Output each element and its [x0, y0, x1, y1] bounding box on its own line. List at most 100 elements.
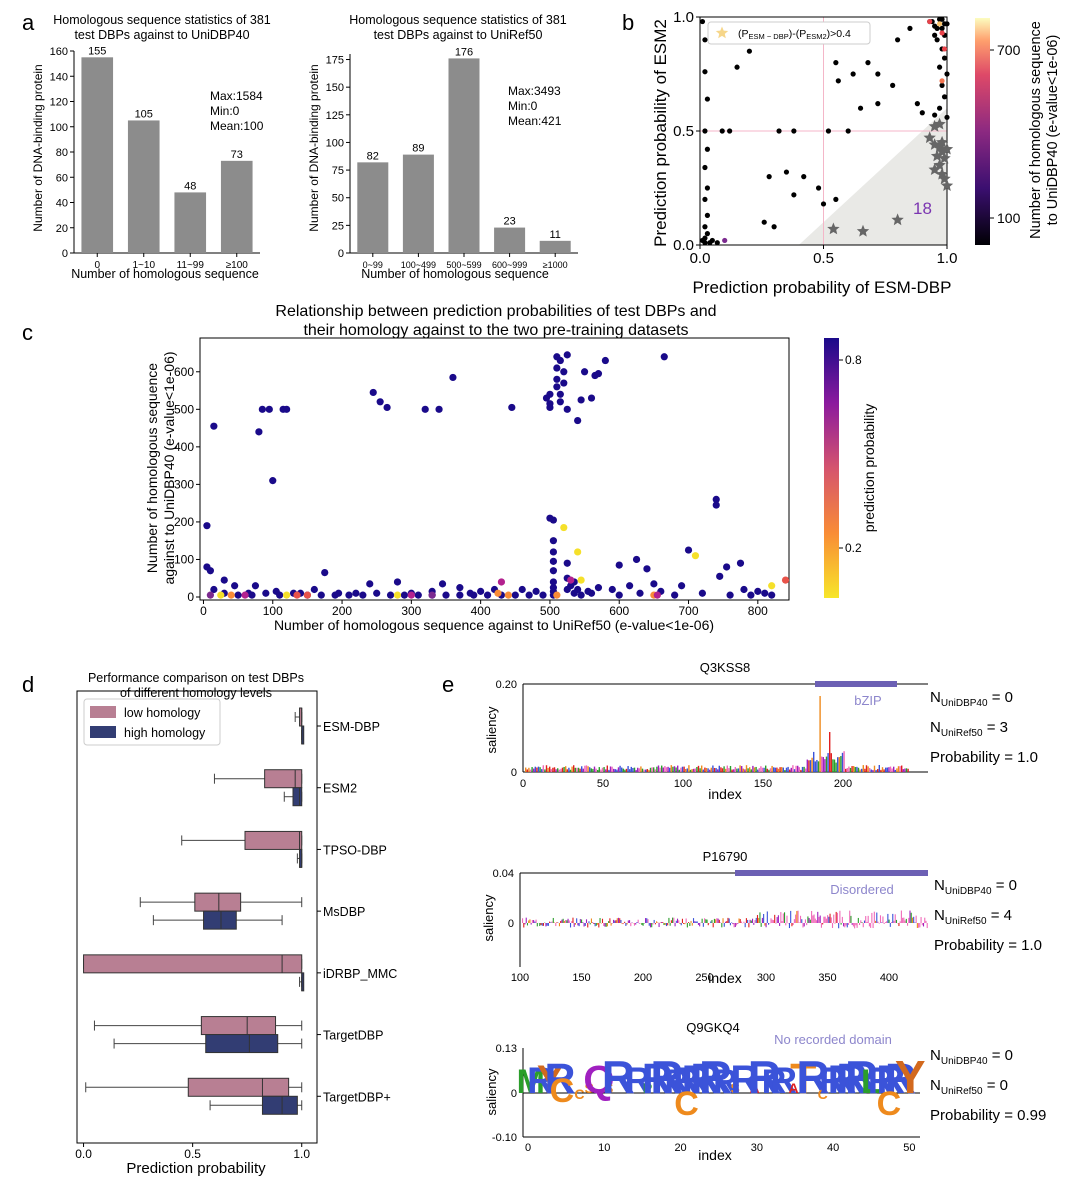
data-point: [660, 353, 668, 361]
data-point: [761, 589, 769, 597]
saliency-bar: [754, 920, 756, 923]
logo-letter: R: [836, 1055, 867, 1103]
saliency-bar: [851, 766, 853, 772]
saliency-bar: [900, 910, 902, 923]
data-point: [438, 580, 447, 588]
data-point: [650, 580, 658, 588]
data-point: [671, 591, 679, 599]
data-point: [414, 591, 422, 599]
saliency-bar: [865, 916, 867, 923]
saliency-bar: [626, 923, 628, 925]
saliency-bar: [665, 923, 668, 927]
probability-label: Probability = 1.0: [930, 749, 1038, 766]
data-point: [567, 576, 575, 584]
bar: [357, 162, 389, 253]
saliency-bar: [603, 923, 605, 927]
bar-value-label: 105: [135, 108, 153, 120]
saliency-bar: [720, 922, 722, 923]
saliency-bar: [576, 918, 578, 923]
data-point: [932, 112, 938, 118]
saliency-bar: [705, 919, 707, 923]
saliency-bar: [862, 765, 864, 772]
data-point: [210, 422, 218, 430]
saliency-bar: [925, 920, 927, 923]
high-homology-box: [203, 910, 237, 930]
data-point: [220, 576, 228, 584]
saliency-bar: [642, 923, 644, 926]
saliency-bar: [918, 923, 920, 928]
saliency-bar: [605, 769, 607, 772]
data-point: [556, 398, 564, 406]
saliency-bar: [873, 765, 876, 772]
saliency-bar: [790, 767, 792, 772]
data-point: [820, 201, 827, 207]
saliency-bar: [749, 919, 751, 923]
saliency-bar: [701, 918, 703, 923]
data-point: [276, 591, 284, 599]
legend-label: (PESM − DBP)-(PESM2)>0.4: [738, 28, 851, 41]
saliency-bar: [681, 766, 684, 772]
saliency-bar: [846, 768, 848, 772]
saliency-bar: [552, 767, 554, 772]
logo-letter: R: [527, 1060, 554, 1101]
method-label: TPSO-DBP: [323, 843, 387, 857]
y-tick-label: 0.20: [496, 679, 517, 691]
saliency-bar: [670, 920, 672, 923]
method-label: ESM2: [323, 782, 357, 796]
saliency-bar: [792, 923, 794, 926]
saliency-bar: [541, 769, 543, 772]
data-point: [369, 388, 377, 397]
data-point: [532, 587, 540, 595]
saliency-bar: [732, 923, 734, 925]
saliency-bar: [833, 759, 836, 772]
saliency-bar: [664, 766, 666, 772]
saliency-bar: [587, 923, 589, 928]
saliency-bar: [723, 766, 725, 772]
logo-letter: R: [828, 1058, 857, 1102]
saliency-bar: [536, 767, 538, 772]
data-point: [577, 576, 585, 584]
saliency-bar: [799, 915, 802, 923]
saliency-bar: [893, 920, 895, 923]
saliency-bar: [526, 769, 528, 772]
data-point: [449, 373, 457, 382]
saliency-bar: [739, 919, 741, 923]
saliency-bar: [885, 767, 887, 772]
saliency-bar: [637, 919, 639, 923]
saliency-bar: [630, 766, 632, 772]
data-point: [359, 591, 367, 599]
saliency-bar: [796, 910, 798, 923]
bar-value-label: 176: [455, 46, 473, 58]
saliency-bar: [668, 917, 670, 923]
data-point: [704, 146, 711, 152]
saliency-bar: [879, 915, 882, 923]
saliency-bar: [710, 767, 712, 772]
saliency-bar: [617, 767, 620, 772]
data-point: [546, 403, 554, 412]
saliency-bar: [721, 923, 723, 928]
n-unidbp40-label: NUniDBP40 = 0: [930, 1047, 1013, 1067]
logo-letter: Y: [537, 1058, 564, 1102]
colorbar-tick-label: 700: [997, 42, 1021, 58]
x-axis-label: Number of homologous sequence: [71, 267, 259, 281]
saliency-bar: [572, 917, 574, 923]
data-point: [206, 591, 214, 599]
data-point: [615, 561, 623, 569]
saliency-bar: [738, 918, 740, 923]
saliency-bar: [798, 767, 800, 772]
saliency-bar: [565, 919, 567, 923]
saliency-bar: [544, 769, 546, 772]
saliency-bar: [843, 923, 845, 927]
saliency-bar: [675, 920, 677, 923]
method-label: TargetDBP+: [323, 1090, 391, 1104]
saliency-bar: [875, 769, 877, 772]
saliency-bar: [617, 917, 620, 923]
data-point: [248, 591, 256, 599]
saliency-bar: [887, 913, 889, 923]
saliency-bar: [891, 768, 893, 772]
saliency-bar: [723, 923, 725, 927]
saliency-bar: [749, 767, 751, 772]
saliency-bar: [764, 923, 766, 926]
saliency-bar: [824, 759, 826, 772]
saliency-bar: [854, 767, 856, 772]
